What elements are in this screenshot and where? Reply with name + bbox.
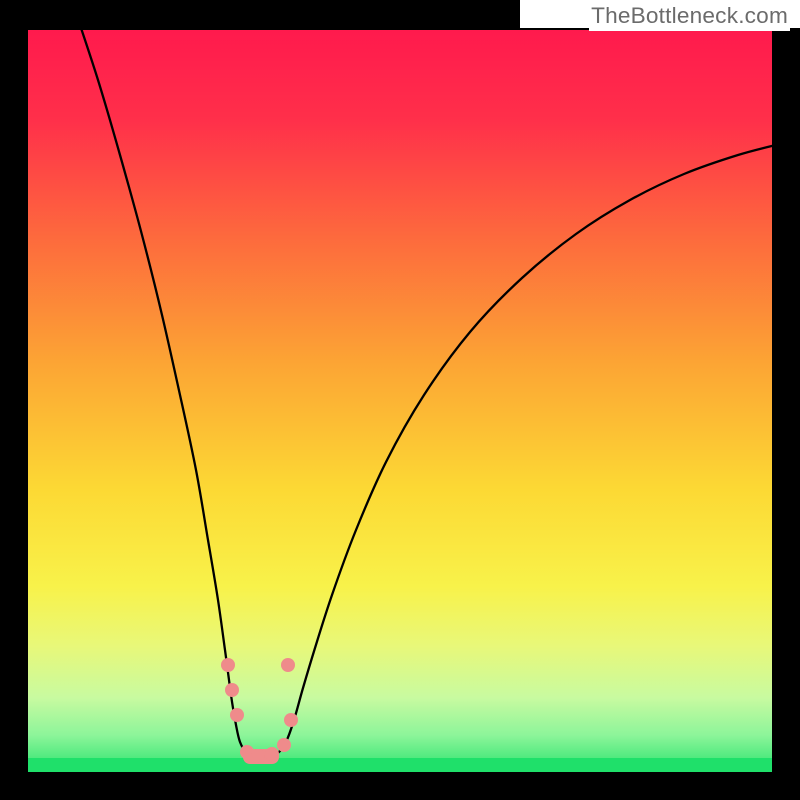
chart-stage: TheBottleneck.com <box>0 0 800 800</box>
pink-marker-dot <box>221 658 235 672</box>
pink-marker-dot <box>225 683 239 697</box>
pink-marker-dot <box>284 713 298 727</box>
pink-marker-dot <box>230 708 244 722</box>
pink-marker-dot <box>277 738 291 752</box>
green-band <box>28 758 772 772</box>
pink-marker-dot <box>281 658 295 672</box>
gradient-plot-area <box>28 30 772 772</box>
pink-marker-dot <box>265 747 279 761</box>
chart-svg <box>0 0 800 800</box>
pink-marker-dot <box>251 749 265 763</box>
watermark-text: TheBottleneck.com <box>589 3 790 31</box>
